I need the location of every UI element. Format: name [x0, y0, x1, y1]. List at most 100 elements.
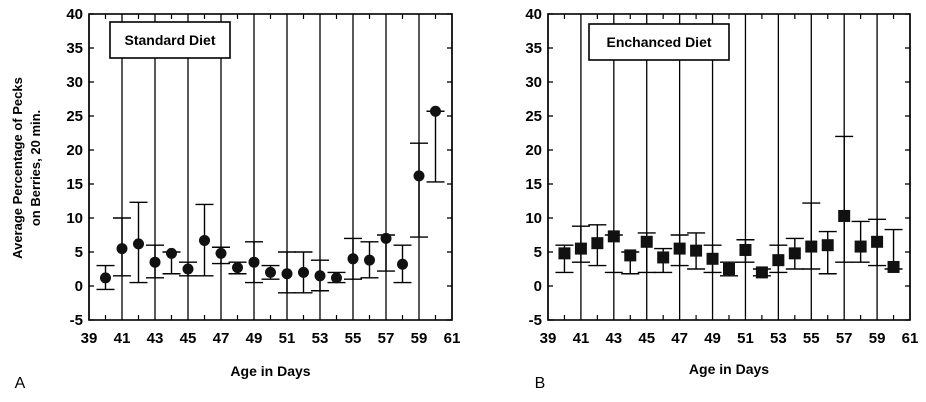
y-tick-label: 25: [525, 108, 542, 125]
y-tick-label: 0: [75, 278, 83, 295]
x-tick-label: 57: [836, 330, 853, 347]
x-tick-label: 45: [638, 330, 655, 347]
data-point: [805, 240, 818, 253]
data-point: [607, 230, 620, 243]
y-tick-label: 25: [66, 108, 83, 125]
x-tick-label: 49: [246, 330, 263, 347]
y-tick-label: 20: [66, 142, 83, 159]
data-point: [624, 249, 637, 262]
data-point: [265, 266, 276, 278]
y-tick-label: 5: [534, 244, 542, 261]
data-point: [821, 239, 834, 252]
y-tick-label: 10: [66, 210, 83, 227]
data-point: [871, 235, 884, 248]
x-tick-label: 61: [902, 330, 919, 347]
x-tick-label: 55: [803, 330, 820, 347]
legend-box: [109, 21, 231, 59]
data-point: [182, 263, 194, 275]
y-tick-label: 15: [66, 176, 83, 193]
data-point: [430, 105, 441, 117]
y-tick-label: 30: [66, 74, 83, 91]
y-tick-label: 35: [66, 40, 83, 57]
chart-panel-b: 40 35 30 25 20 15 10 5 0 -539 41 43 45 47 49 51 53 55 57 59…: [525, 6, 918, 392]
x-tick-label: 59: [411, 330, 428, 347]
x-tick-label: 47: [671, 330, 688, 347]
y-tick-label: 35: [525, 40, 542, 57]
x-axis-label: Age in Days: [689, 361, 769, 377]
x-tick-label: 39: [81, 330, 98, 347]
data-point: [232, 262, 243, 274]
data-point: [347, 253, 359, 265]
y-tick-label: 15: [525, 176, 542, 193]
data-point: [281, 268, 293, 280]
data-point: [739, 243, 752, 256]
data-point: [591, 237, 604, 250]
data-point: [314, 270, 326, 282]
y-tick-label: -5: [529, 312, 542, 329]
data-point: [574, 242, 587, 255]
data-point: [100, 272, 111, 284]
y-axis-label-line: on Berries, 20 min.: [28, 110, 43, 226]
panel-label: B: [535, 375, 546, 392]
data-point: [640, 235, 653, 248]
x-tick-label: 45: [180, 330, 197, 347]
panel-label: A: [15, 375, 26, 392]
legend-label: Enchanced Diet: [606, 34, 711, 50]
legend-label: Standard Diet: [124, 32, 215, 48]
data-point: [690, 244, 703, 257]
data-point: [673, 242, 686, 255]
y-tick-label: 40: [525, 6, 542, 23]
data-point: [413, 170, 425, 182]
x-tick-label: 43: [147, 330, 164, 347]
x-tick-label: 41: [573, 330, 590, 347]
x-tick-label: 39: [540, 330, 557, 347]
data-point: [854, 240, 867, 253]
x-tick-label: 47: [213, 330, 230, 347]
data-point: [248, 256, 260, 268]
data-point: [364, 254, 375, 266]
x-tick-label: 61: [444, 330, 461, 347]
y-tick-label: -5: [70, 312, 83, 329]
x-tick-label: 57: [378, 330, 395, 347]
data-point: [755, 266, 768, 279]
x-tick-label: 43: [605, 330, 622, 347]
data-point: [772, 254, 785, 267]
y-tick-label: 30: [525, 74, 542, 91]
data-point: [149, 256, 161, 268]
data-point: [706, 252, 719, 265]
y-tick-label: 0: [534, 278, 542, 295]
data-point: [215, 247, 227, 259]
x-tick-label: 49: [704, 330, 721, 347]
x-axis-label: Age in Days: [230, 363, 310, 379]
data-point: [558, 247, 571, 260]
data-point: [166, 247, 177, 259]
x-tick-label: 51: [737, 330, 754, 347]
x-tick-label: 59: [869, 330, 886, 347]
x-tick-label: 53: [312, 330, 329, 347]
y-tick-label: 5: [75, 244, 83, 261]
x-tick-label: 55: [345, 330, 362, 347]
data-point: [199, 234, 210, 246]
data-point: [887, 260, 900, 273]
data-point: [380, 232, 392, 244]
x-tick-label: 41: [114, 330, 131, 347]
data-point: [331, 272, 342, 284]
data-point: [397, 258, 408, 270]
data-point: [788, 247, 801, 260]
x-tick-label: 53: [770, 330, 787, 347]
y-tick-label: 20: [525, 142, 542, 159]
data-point: [116, 243, 128, 255]
data-point: [657, 251, 670, 264]
x-tick-label: 51: [279, 330, 296, 347]
chart-panel-a: 40 35 30 25 20 15 10 5 0 -539 41 43 45 47 49 51 53 55 57 59…: [10, 6, 460, 392]
data-point: [133, 238, 144, 250]
y-axis-label-line: Average Percentage of Pecks: [10, 77, 25, 259]
data-point: [838, 209, 851, 222]
data-point: [298, 266, 309, 278]
data-point: [723, 263, 735, 275]
legend-box: [588, 23, 730, 61]
y-tick-label: 40: [66, 6, 83, 23]
y-tick-label: 10: [525, 210, 542, 227]
